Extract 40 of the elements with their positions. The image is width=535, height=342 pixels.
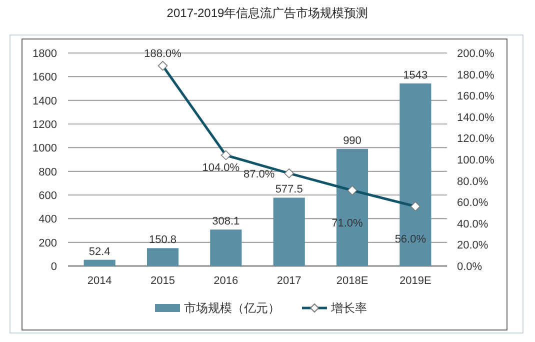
x-tick-label: 2017: [276, 275, 302, 287]
bar: [210, 230, 242, 266]
y2-tick-label: 40.0%: [457, 218, 488, 230]
y2-tick-label: 200.0%: [457, 48, 495, 60]
bar: [84, 260, 116, 266]
y2-tick-label: 100.0%: [457, 154, 495, 166]
y-tick-label: 200: [38, 237, 57, 250]
y2-tick-label: 60.0%: [457, 197, 488, 210]
y-tick-label: 1200: [32, 119, 57, 131]
data-label: 87.0%: [243, 168, 275, 180]
y2-tick-label: 0.0%: [457, 261, 482, 273]
y2-tick-label: 140.0%: [457, 112, 495, 124]
y-tick-label: 0: [50, 261, 57, 273]
y-tick-label: 800: [38, 166, 57, 178]
y2-tick-label: 160.0%: [457, 90, 495, 103]
x-tick-label: 2016: [214, 275, 238, 287]
data-label: 308.1: [212, 216, 240, 228]
y-tick-label: 400: [38, 214, 57, 226]
bar: [146, 248, 179, 266]
y2-tick-label: 20.0%: [457, 240, 488, 252]
data-label: 188.0%: [144, 48, 182, 60]
bar: [273, 198, 305, 266]
y2-tick-label: 120.0%: [457, 133, 495, 146]
y-tick-label: 1400: [32, 95, 57, 108]
y2-tick-label: 80.0%: [457, 176, 488, 188]
data-label: 52.4: [88, 246, 110, 258]
y-tick-label: 1800: [32, 48, 57, 60]
y2-tick-label: 180.0%: [457, 69, 495, 82]
y-tick-label: 1000: [32, 142, 57, 155]
y-tick-label: 1600: [32, 72, 57, 84]
legend-label: 市场规模（亿元）: [184, 301, 280, 315]
x-tick-label: 2014: [87, 275, 112, 287]
data-label: 577.5: [275, 184, 303, 196]
y-tick-label: 600: [38, 190, 57, 202]
chart-title: 2017-2019年信息流广告市场规模预测: [166, 6, 368, 20]
legend-label: 增长率: [330, 301, 367, 315]
data-label: 990: [343, 134, 362, 147]
x-tick-label: 2018E: [336, 275, 368, 287]
x-tick-label: 2019E: [400, 275, 432, 287]
x-tick-label: 2015: [150, 275, 175, 287]
